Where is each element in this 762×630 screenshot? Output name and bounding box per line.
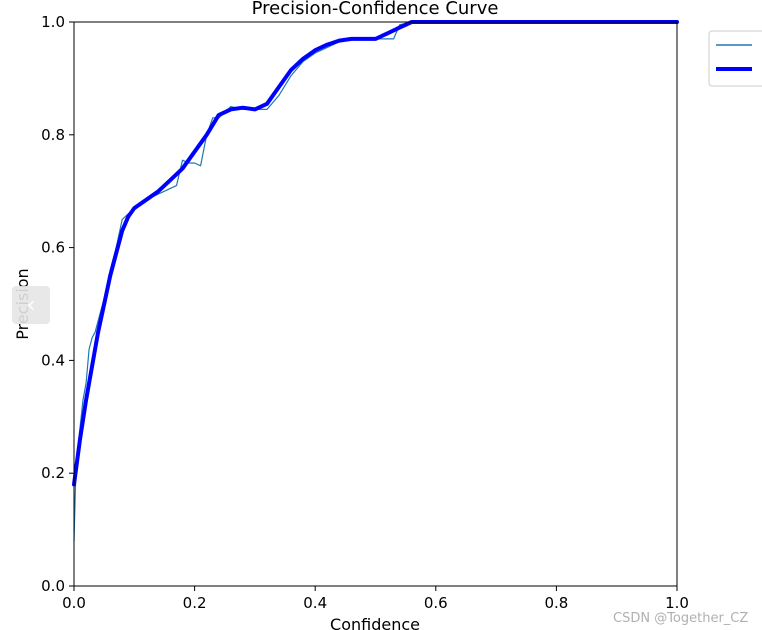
y-tick-label: 0.4 (41, 351, 65, 369)
series-line-0 (73, 21, 678, 542)
x-tick-label: 0.8 (544, 594, 568, 612)
x-axis-label: Confidence (330, 615, 420, 630)
collapse-sidebar-button[interactable]: ‹ (12, 286, 50, 324)
x-tick-label: 0.2 (183, 594, 207, 612)
y-tick-label: 0.6 (41, 239, 65, 257)
chevron-left-icon: ‹ (26, 292, 36, 318)
y-tick-label: 0.0 (41, 577, 65, 595)
x-tick-label: 1.0 (665, 594, 689, 612)
y-tick-label: 1.0 (41, 13, 65, 31)
x-axis-ticks: 0.0 0.2 0.4 0.6 0.8 1.0 (62, 586, 689, 612)
x-tick-label: 0.4 (303, 594, 327, 612)
y-tick-label: 0.2 (41, 464, 65, 482)
plot-lines (72, 20, 679, 542)
y-axis-ticks: 0.0 0.2 0.4 0.6 0.8 1.0 (41, 13, 74, 595)
y-tick-label: 0.8 (41, 126, 65, 144)
legend (708, 30, 762, 87)
x-tick-label: 0.6 (424, 594, 448, 612)
plot-frame (73, 21, 678, 587)
x-tick-label: 0.0 (62, 594, 86, 612)
series-line-1 (72, 20, 679, 487)
chart-title: Precision-Confidence Curve (252, 0, 499, 19)
watermark: CSDN @Together_CZ (613, 611, 749, 626)
legend-box (708, 30, 762, 87)
